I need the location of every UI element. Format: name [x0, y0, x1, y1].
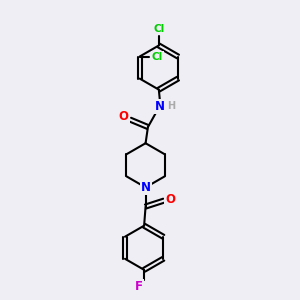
- Text: N: N: [141, 181, 151, 194]
- Text: N: N: [155, 100, 165, 113]
- Text: Cl: Cl: [153, 24, 164, 34]
- Text: Cl: Cl: [152, 52, 163, 61]
- Text: H: H: [167, 101, 175, 111]
- Text: O: O: [119, 110, 129, 123]
- Text: O: O: [165, 193, 175, 206]
- Text: F: F: [135, 280, 143, 293]
